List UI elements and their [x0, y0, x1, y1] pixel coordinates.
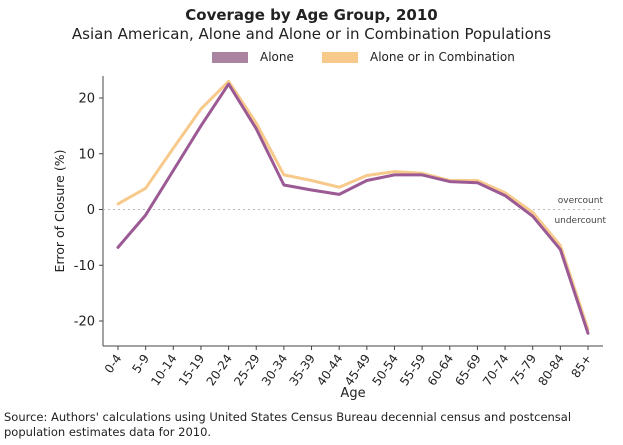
- series-line-alone: [116, 82, 590, 335]
- y-tick-label: 20: [78, 92, 95, 107]
- x-tick-label: 85+: [568, 352, 594, 381]
- x-tick-label: 75-79: [508, 352, 539, 389]
- x-tick-label: 35-39: [287, 352, 318, 389]
- chart-subtitle: Asian American, Alone and Alone or in Co…: [71, 25, 552, 43]
- chart-title: Coverage by Age Group, 2010: [185, 6, 438, 24]
- x-tick-label: 0-4: [102, 352, 125, 376]
- x-tick-label: 55-59: [397, 352, 428, 389]
- x-tick-label: 20-24: [204, 352, 235, 389]
- x-tick-label: 25-29: [231, 352, 262, 389]
- x-axis-label: Age: [340, 386, 365, 401]
- legend-swatch-alone: [212, 51, 248, 63]
- x-tick-label: 60-64: [425, 352, 456, 389]
- legend-label-combination: Alone or in Combination: [370, 50, 515, 64]
- legend-label-alone: Alone: [260, 50, 294, 64]
- x-tick-label: 40-44: [314, 352, 345, 389]
- legend-swatch-combination: [322, 51, 358, 63]
- undercount-annotation: undercount: [554, 216, 606, 226]
- legend: Alone Alone or in Combination: [0, 50, 623, 70]
- x-tick-label: 45-49: [342, 352, 373, 389]
- y-axis-label: Error of Closure (%): [52, 150, 67, 273]
- y-tick-label: -10: [74, 259, 95, 274]
- series-line-combination: [116, 79, 590, 331]
- x-tick-label: 70-74: [480, 352, 511, 389]
- x-tick-label: 80-84: [535, 352, 566, 389]
- x-tick-label: 5-9: [129, 352, 152, 376]
- x-tick-label: 65-69: [452, 352, 483, 389]
- source-note: Source: Authors' calculations using Unit…: [4, 410, 572, 439]
- overcount-annotation: overcount: [558, 196, 604, 206]
- y-tick-label: 0: [87, 203, 95, 218]
- y-tick-label: -20: [74, 315, 95, 330]
- legend-item-alone: Alone: [212, 50, 294, 64]
- legend-item-combination: Alone or in Combination: [322, 50, 515, 64]
- x-tick-label: 50-54: [369, 352, 400, 389]
- x-tick-label: 15-19: [176, 352, 207, 389]
- x-tick-label: 10-14: [148, 352, 179, 389]
- y-tick-label: 10: [78, 147, 95, 162]
- x-tick-label: 30-34: [259, 352, 290, 389]
